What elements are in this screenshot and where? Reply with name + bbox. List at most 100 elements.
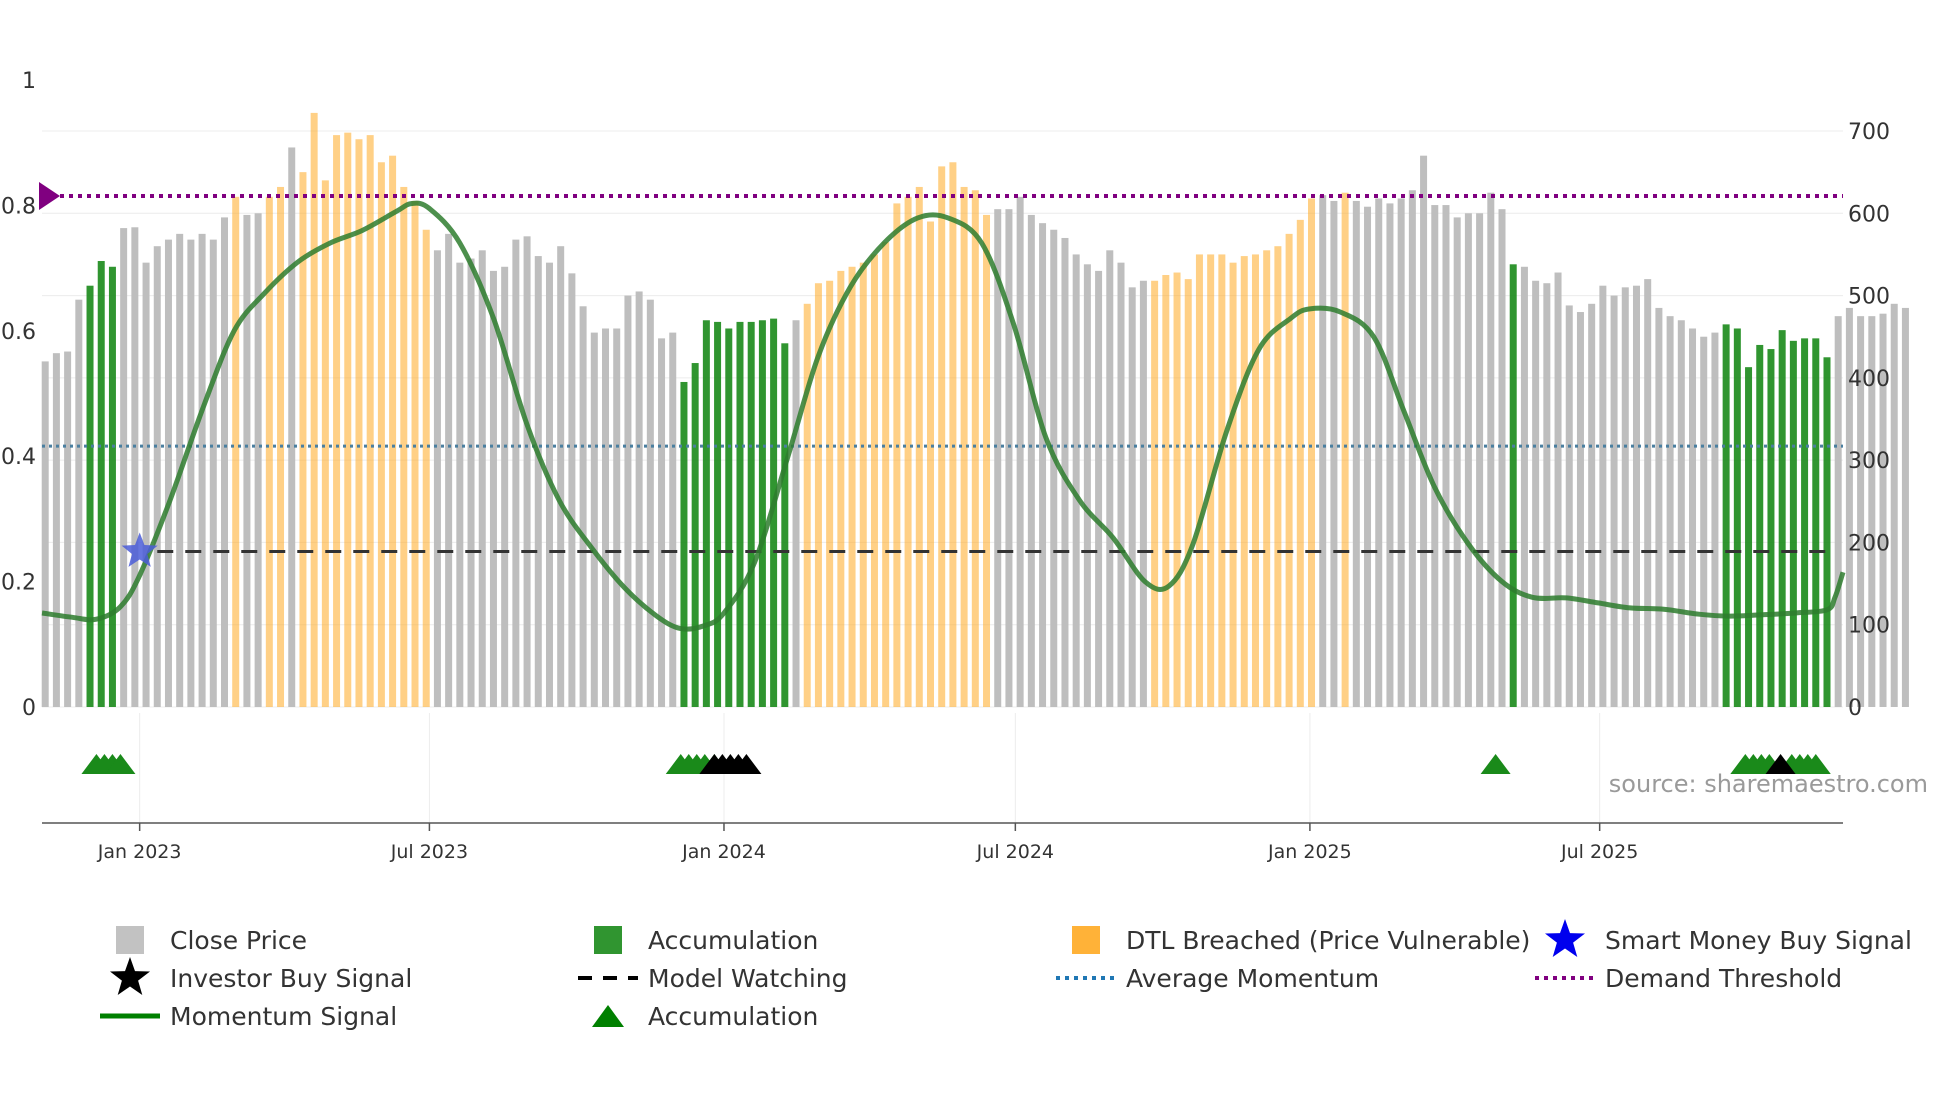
close-price-bar xyxy=(501,266,509,707)
close-price-bar xyxy=(1520,266,1528,707)
legend-item[interactable]: DTL Breached (Price Vulnerable) xyxy=(1072,926,1530,955)
dtl-breached-bar xyxy=(333,135,341,708)
close-price-bar xyxy=(1117,262,1125,707)
legend-item[interactable]: Close Price xyxy=(116,926,307,955)
close-price-bar xyxy=(120,228,128,707)
accumulation-marker xyxy=(1800,754,1831,774)
legend-label: Average Momentum xyxy=(1126,964,1379,993)
close-price-bar xyxy=(1352,200,1360,707)
close-price-bar xyxy=(1442,205,1450,708)
close-price-bar xyxy=(243,214,251,707)
y-left-tick-label: 0.4 xyxy=(1,445,36,470)
investor-buy-marker xyxy=(731,754,762,774)
close-price-bar xyxy=(1901,307,1909,707)
legend-label: Investor Buy Signal xyxy=(170,964,412,993)
close-price-bar xyxy=(512,239,520,708)
close-price-bar xyxy=(1083,264,1091,707)
y-right-tick-label: 200 xyxy=(1848,531,1890,556)
close-price-bar xyxy=(1632,285,1640,707)
close-price-bar xyxy=(153,246,161,707)
close-price-bar xyxy=(1834,316,1842,707)
dtl-breached-bar xyxy=(1263,250,1271,708)
legend-item[interactable]: Investor Buy Signal xyxy=(110,957,412,995)
close-price-bar xyxy=(198,233,206,707)
accumulation-bar xyxy=(781,343,789,707)
dtl-breached-bar xyxy=(321,180,329,707)
close-price-bar xyxy=(209,239,217,708)
dtl-breached-bar xyxy=(1184,279,1192,707)
close-price-bar xyxy=(534,256,542,707)
legend-swatch-triangle xyxy=(592,1005,624,1027)
accumulation-bar xyxy=(714,321,722,707)
close-price-bar xyxy=(1375,198,1383,707)
dtl-breached-bar xyxy=(366,135,374,708)
dtl-breached-bar xyxy=(826,280,834,707)
legend-item[interactable]: Accumulation xyxy=(592,1002,818,1031)
dtl-breached-bar xyxy=(389,155,397,707)
close-price-bar xyxy=(568,273,576,707)
accumulation-bar xyxy=(97,261,105,707)
legend-label: Smart Money Buy Signal xyxy=(1605,926,1912,955)
close-price-bar xyxy=(1599,285,1607,707)
close-price-bar xyxy=(164,239,172,708)
signal-lines xyxy=(39,181,1846,632)
close-price-bar xyxy=(478,250,486,708)
dtl-breached-bar xyxy=(1341,192,1349,707)
close-price-bar xyxy=(1476,213,1484,708)
legend-item[interactable]: Demand Threshold xyxy=(1535,964,1842,993)
legend-label: Model Watching xyxy=(648,964,848,993)
dtl-breached-bar xyxy=(1251,254,1259,707)
legend-item[interactable]: Model Watching xyxy=(578,964,848,993)
dtl-breached-bar xyxy=(1308,198,1316,707)
dtl-breached-bar xyxy=(377,162,385,708)
dtl-breached-bar xyxy=(983,214,991,707)
y-right-tick-label: 0 xyxy=(1848,696,1862,721)
y-left-tick-label: 0.6 xyxy=(1,320,36,345)
close-price-bar xyxy=(1364,206,1372,707)
accumulation-bar xyxy=(1778,330,1786,707)
legend-item[interactable]: Average Momentum xyxy=(1056,964,1379,993)
close-price-bar xyxy=(75,299,83,707)
legend-label: Momentum Signal xyxy=(170,1002,397,1031)
close-price-bar xyxy=(1576,312,1584,707)
accumulation-bar xyxy=(736,321,744,707)
smart-money-buy-star xyxy=(121,532,158,567)
close-price-bar xyxy=(1431,205,1439,708)
dtl-breached-bar xyxy=(904,196,912,708)
accumulation-bar xyxy=(702,320,710,707)
signal-markers xyxy=(81,532,1831,774)
close-price-bar xyxy=(1330,200,1338,707)
dtl-breached-bar xyxy=(299,172,307,708)
close-price-bar xyxy=(1554,272,1562,707)
legend-item[interactable]: Momentum Signal xyxy=(100,1002,397,1031)
close-price-bar xyxy=(1610,295,1618,707)
close-price-bar xyxy=(1106,250,1114,708)
dtl-breached-bar xyxy=(1162,275,1170,707)
legend-swatch-square xyxy=(116,926,144,954)
dtl-breached-bar xyxy=(1173,272,1181,707)
dtl-breached-bar xyxy=(803,303,811,707)
legend-swatch-star xyxy=(1545,919,1585,957)
close-price-bar xyxy=(1700,336,1708,707)
legend-item[interactable]: Accumulation xyxy=(594,926,818,955)
close-price-bar xyxy=(1498,209,1506,707)
close-price-bar xyxy=(1543,283,1551,707)
y-right-tick-label: 400 xyxy=(1848,367,1890,392)
dtl-breached-bar xyxy=(1285,233,1293,707)
close-price-bar xyxy=(557,246,565,707)
close-price-bar xyxy=(433,250,441,708)
close-price-bar xyxy=(1565,305,1573,707)
legend: Close Price Accumulation DTL Breached (Pri… xyxy=(100,919,1912,1031)
close-price-bar xyxy=(523,236,531,707)
close-price-bar xyxy=(187,239,195,708)
y-right-tick-label: 500 xyxy=(1848,285,1890,310)
legend-item[interactable]: Smart Money Buy Signal xyxy=(1545,919,1912,957)
accumulation-bar xyxy=(1812,338,1820,707)
dtl-breached-bar xyxy=(344,132,352,707)
dtl-breached-bar xyxy=(265,196,273,708)
close-price-bar xyxy=(254,213,262,708)
close-price-bar xyxy=(658,338,666,707)
close-price-bar xyxy=(142,262,150,707)
price-bars xyxy=(41,112,1909,708)
